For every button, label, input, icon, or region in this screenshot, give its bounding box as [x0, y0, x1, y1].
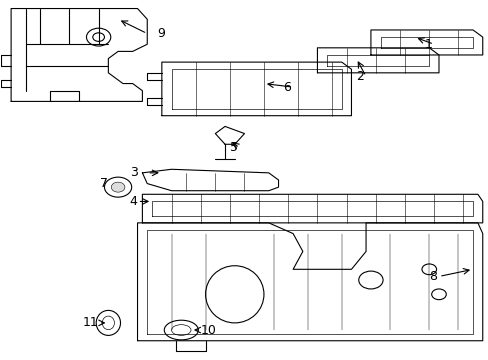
- Text: 11: 11: [82, 316, 99, 329]
- Text: 10: 10: [201, 324, 216, 337]
- Text: 6: 6: [283, 81, 291, 94]
- Text: 4: 4: [129, 195, 137, 208]
- Text: 2: 2: [356, 70, 364, 83]
- Text: 7: 7: [100, 177, 108, 190]
- Text: 9: 9: [157, 27, 164, 40]
- Circle shape: [111, 182, 124, 192]
- Text: 8: 8: [428, 270, 436, 283]
- Text: 3: 3: [129, 166, 137, 179]
- Text: 5: 5: [229, 141, 238, 154]
- Text: 1: 1: [424, 38, 431, 51]
